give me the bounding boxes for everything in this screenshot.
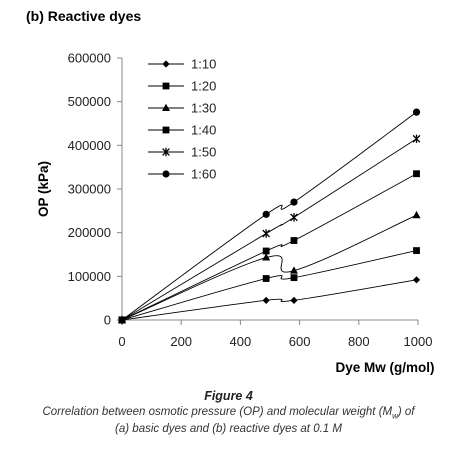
data-point bbox=[412, 276, 421, 284]
data-point bbox=[290, 213, 298, 222]
series-line bbox=[121, 173, 417, 321]
series-line bbox=[121, 111, 417, 321]
series-line bbox=[121, 214, 417, 321]
x-tick-label: 800 bbox=[348, 334, 370, 349]
marker-shape bbox=[290, 198, 298, 206]
marker-shape bbox=[290, 274, 298, 282]
y-tick-label: 300000 bbox=[68, 182, 111, 197]
x-tick-label: 200 bbox=[170, 334, 192, 349]
marker-shape bbox=[162, 103, 170, 111]
marker-shape bbox=[162, 126, 170, 134]
marker-shape bbox=[412, 276, 421, 284]
marker-shape bbox=[262, 210, 270, 218]
data-point bbox=[262, 210, 270, 218]
marker-shape bbox=[412, 134, 421, 143]
series-1-60 bbox=[118, 108, 421, 324]
data-point bbox=[262, 296, 270, 304]
x-tick-label: 0 bbox=[118, 334, 125, 349]
legend-label: 1:60 bbox=[191, 167, 216, 182]
data-point bbox=[262, 247, 270, 255]
chart-axes: 0 100000 200000 300000 400000 500000 600000 0 20… bbox=[36, 51, 435, 376]
marker-shape bbox=[118, 316, 126, 324]
data-point bbox=[118, 316, 126, 324]
marker-shape bbox=[413, 247, 420, 254]
legend: 1:10 1:20 1:30 1:40 1:50 1:60 bbox=[148, 57, 216, 182]
caption-line-2: (a) basic dyes and (b) reactive dyes at … bbox=[115, 423, 342, 435]
caption-line-1-text: Correlation between osmotic pressure (OP… bbox=[42, 406, 393, 418]
legend-label: 1:50 bbox=[191, 145, 216, 160]
legend-item: 1:60 bbox=[148, 167, 216, 182]
y-tick-label: 400000 bbox=[68, 138, 111, 153]
caption-line-1: Correlation between osmotic pressure (OP… bbox=[0, 406, 457, 420]
y-tick-label: 100000 bbox=[68, 269, 111, 284]
marker-shape bbox=[289, 266, 298, 274]
figure-title: Figure 4 bbox=[204, 389, 253, 403]
legend-label: 1:40 bbox=[191, 123, 216, 138]
data-point bbox=[412, 108, 421, 116]
legend-marker bbox=[162, 82, 170, 90]
series-line bbox=[121, 279, 417, 321]
legend-marker bbox=[162, 147, 170, 157]
x-tick-label: 1000 bbox=[404, 334, 433, 349]
legend-item: 1:40 bbox=[148, 123, 216, 138]
x-axis-label: Dye Mw (g/mol) bbox=[335, 360, 434, 375]
legend-item: 1:30 bbox=[148, 101, 216, 116]
legend-marker bbox=[162, 60, 170, 68]
x-tick-label: 600 bbox=[289, 334, 311, 349]
y-tick-label: 200000 bbox=[68, 225, 111, 240]
marker-shape bbox=[290, 213, 298, 222]
data-point bbox=[290, 296, 298, 304]
legend-label: 1:30 bbox=[191, 101, 216, 116]
legend-item: 1:50 bbox=[148, 145, 216, 160]
marker-shape bbox=[412, 210, 421, 219]
legend-marker bbox=[162, 103, 170, 111]
legend-marker bbox=[162, 170, 170, 178]
marker-shape bbox=[162, 170, 170, 178]
legend-item: 1:10 bbox=[148, 57, 216, 72]
marker-shape bbox=[262, 296, 270, 304]
legend-item: 1:20 bbox=[148, 79, 216, 94]
marker-shape bbox=[262, 275, 270, 282]
data-point bbox=[290, 274, 298, 282]
y-tick-label: 600000 bbox=[68, 51, 111, 66]
legend-marker bbox=[162, 126, 170, 134]
y-tick-label: 0 bbox=[104, 313, 111, 328]
data-point bbox=[413, 170, 420, 178]
marker-shape bbox=[162, 147, 170, 157]
x-tick-label: 400 bbox=[230, 334, 252, 349]
data-point bbox=[290, 237, 298, 244]
marker-shape bbox=[412, 108, 421, 116]
data-point bbox=[413, 247, 420, 254]
marker-shape bbox=[290, 296, 298, 304]
marker-shape bbox=[262, 253, 271, 261]
series-1-20 bbox=[118, 247, 420, 324]
marker-shape bbox=[262, 247, 270, 255]
series-1-50 bbox=[118, 134, 421, 325]
series-line bbox=[121, 138, 417, 321]
marker-shape bbox=[413, 170, 420, 178]
series-layer bbox=[118, 108, 421, 325]
data-point bbox=[289, 266, 298, 274]
marker-shape bbox=[262, 229, 271, 238]
marker-shape bbox=[290, 237, 298, 244]
legend-label: 1:10 bbox=[191, 57, 216, 72]
y-axis-label: OP (kPa) bbox=[36, 161, 51, 217]
y-tick-label: 500000 bbox=[68, 94, 111, 109]
data-point bbox=[262, 229, 271, 238]
series-1-30 bbox=[118, 210, 421, 323]
caption-subscript: w bbox=[392, 411, 398, 421]
data-point bbox=[262, 253, 271, 261]
data-point bbox=[412, 134, 421, 143]
data-point bbox=[412, 210, 421, 219]
data-point bbox=[290, 198, 298, 206]
marker-shape bbox=[162, 82, 170, 90]
legend-label: 1:20 bbox=[191, 79, 216, 94]
series-line bbox=[121, 250, 417, 321]
marker-shape bbox=[162, 60, 170, 68]
data-point bbox=[262, 275, 270, 282]
panel-title: (b) Reactive dyes bbox=[26, 8, 142, 24]
caption-line-1-end: ) of bbox=[397, 406, 415, 418]
